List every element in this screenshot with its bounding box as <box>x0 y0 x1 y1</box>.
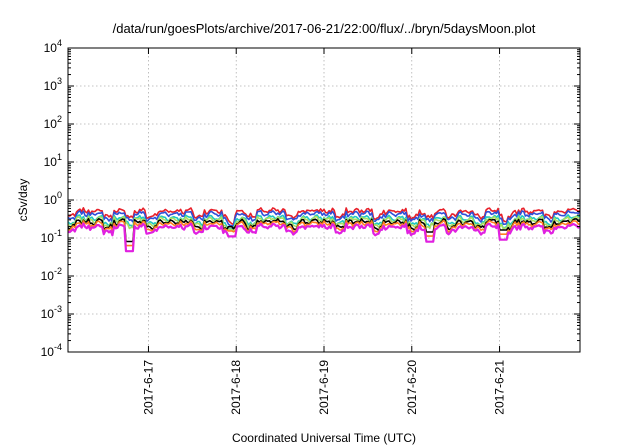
y-tick-label: 101 <box>44 152 62 169</box>
series-line <box>67 210 581 227</box>
y-tick-label: 10-3 <box>41 304 62 321</box>
y-tick-label: 103 <box>44 76 62 93</box>
y-tick-label: 104 <box>44 38 62 55</box>
y-axis-label: cSv/day <box>16 179 30 222</box>
y-tick-base: 10 <box>41 231 55 245</box>
x-axis-label: Coordinated Universal Time (UTC) <box>232 431 416 445</box>
y-tick-base: 10 <box>44 193 58 207</box>
y-tick-exponent: 3 <box>57 76 62 86</box>
x-tick-label: 2017-6-19 <box>317 360 331 415</box>
y-tick-base: 10 <box>41 307 55 321</box>
series-line <box>67 215 581 232</box>
y-tick-base: 10 <box>41 269 55 283</box>
y-tick-label: 10-1 <box>41 228 62 245</box>
y-tick-label: 10-2 <box>41 266 62 283</box>
y-tick-base: 10 <box>44 41 58 55</box>
axis-layer: 10-410-310-210-11001011021031042017-6-17… <box>41 38 580 415</box>
grid-layer <box>68 48 580 352</box>
y-tick-exponent: 1 <box>57 152 62 162</box>
y-tick-exponent: -1 <box>54 228 62 238</box>
series-layer <box>67 207 581 253</box>
x-tick-label: 2017-6-20 <box>405 360 419 415</box>
y-tick-exponent: -2 <box>54 266 62 276</box>
y-tick-label: 100 <box>44 190 62 207</box>
series-line <box>68 222 581 253</box>
y-tick-exponent: -4 <box>54 342 62 352</box>
plot-frame <box>67 47 581 353</box>
y-tick-exponent: 2 <box>57 114 62 124</box>
series-line <box>67 207 581 226</box>
x-tick-label: 2017-6-18 <box>229 360 243 415</box>
y-tick-exponent: 4 <box>57 38 62 48</box>
y-tick-base: 10 <box>44 79 58 93</box>
y-tick-base: 10 <box>44 155 58 169</box>
y-tick-label: 102 <box>44 114 62 131</box>
y-tick-exponent: 0 <box>57 190 62 200</box>
y-tick-base: 10 <box>44 117 58 131</box>
x-tick-label: 2017-6-21 <box>493 360 507 415</box>
y-tick-exponent: -3 <box>54 304 62 314</box>
chart-title: /data/run/goesPlots/archive/2017-06-21/2… <box>113 21 536 36</box>
y-tick-label: 10-4 <box>41 342 62 359</box>
y-tick-base: 10 <box>41 345 55 359</box>
x-tick-label: 2017-6-17 <box>141 360 155 415</box>
